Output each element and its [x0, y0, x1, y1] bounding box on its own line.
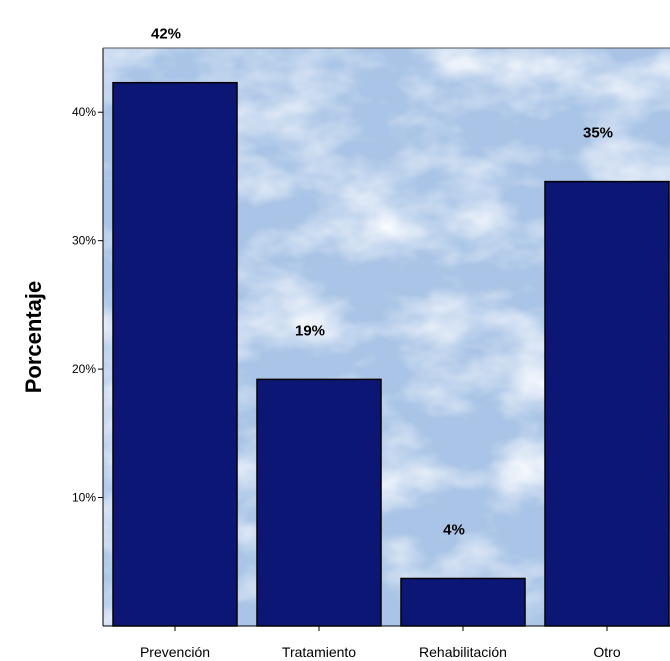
y-tick-label-3: 40% [72, 105, 96, 119]
y-axis-title: Porcentaje [21, 281, 46, 394]
data-label-0: 42% [151, 26, 181, 43]
x-tick-label-1: Tratamiento [282, 644, 356, 660]
axes [102, 47, 670, 627]
y-tick-label-2: 30% [72, 234, 96, 248]
bar-3 [544, 180, 670, 627]
data-label-3: 35% [583, 125, 613, 142]
y-tick-label-0: 10% [72, 491, 96, 505]
data-label-1: 19% [295, 322, 325, 339]
y-ticks-group: 10% 20% 30% 40% [72, 105, 103, 505]
bar-0 [112, 81, 238, 627]
data-labels-group: 42% 19% 4% 35% [151, 26, 613, 539]
bars-group [112, 81, 670, 627]
x-tick-label-2: Rehabilitación [419, 644, 507, 660]
data-label-2: 4% [443, 521, 465, 538]
x-tick-label-0: Prevención [140, 644, 210, 660]
y-tick-label-1: 20% [72, 362, 96, 376]
bar-1 [256, 378, 382, 627]
bar-2 [400, 577, 526, 627]
x-tick-label-3: Otro [593, 644, 620, 660]
x-ticks-group: Prevención Tratamiento Rehabilitación Otro [140, 626, 621, 660]
